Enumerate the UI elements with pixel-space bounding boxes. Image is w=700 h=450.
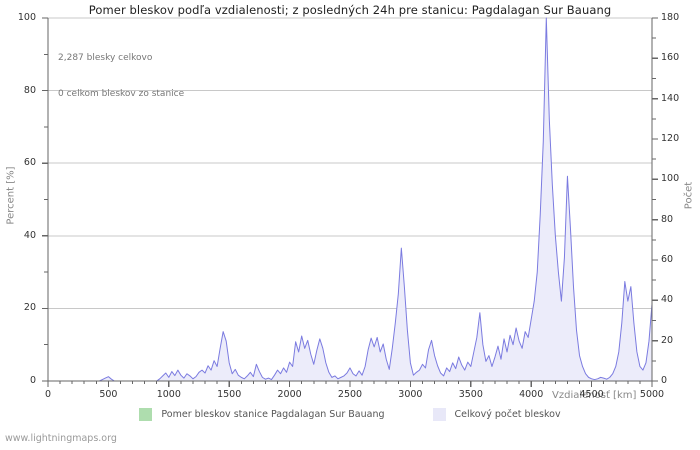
y-tick-right-20: 20	[661, 334, 674, 346]
chart-legend: Pomer bleskov stanice Pagdalagan Sur Bau…	[0, 408, 700, 421]
x-tick-4500: 4500	[579, 389, 604, 400]
y-tick-right-100: 100	[661, 173, 680, 185]
x-tick-2000: 2000	[277, 389, 302, 400]
legend-item-station-ratio: Pomer bleskov stanice Pagdalagan Sur Bau…	[139, 408, 385, 421]
y-tick-left-80: 80	[23, 84, 36, 96]
x-tick-0: 0	[44, 389, 52, 400]
x-tick-1000: 1000	[156, 389, 181, 400]
y-tick-right-120: 120	[661, 133, 680, 144]
legend-label-station-ratio: Pomer bleskov stanice Pagdalagan Sur Bau…	[161, 409, 385, 420]
chart-title: Pomer bleskov podľa vzdialenosti; z posl…	[88, 3, 612, 17]
y-axis-left-title: Percent [%]	[5, 166, 17, 225]
y-tick-left-20: 20	[23, 302, 36, 314]
y-tick-left-100: 100	[17, 12, 36, 23]
y-tick-right-160: 160	[661, 52, 680, 64]
x-axis-title: Vzdialenosť [km]	[552, 390, 637, 401]
x-tick-5000: 5000	[639, 389, 665, 400]
annotation-total-strokes: 2,287 blesky celkovo	[58, 53, 153, 63]
annotation-station-strokes: 0 celkom bleskov zo stanice	[58, 89, 185, 99]
y-tick-right-180: 180	[661, 12, 680, 23]
y-tick-right-140: 140	[661, 92, 680, 104]
x-tick-500: 500	[99, 389, 118, 400]
x-tick-2500: 2500	[337, 389, 363, 400]
legend-swatch-station-ratio	[139, 408, 153, 421]
y-tick-right-0: 0	[661, 375, 668, 386]
y-tick-left-40: 40	[23, 229, 36, 241]
y-tick-right-80: 80	[661, 213, 674, 225]
x-tick-3500: 3500	[458, 389, 483, 400]
x-tick-4000: 4000	[519, 389, 544, 400]
x-tick-1500: 1500	[217, 389, 242, 400]
y-tick-right-60: 60	[661, 254, 674, 265]
y-tick-left-0: 0	[29, 375, 36, 386]
legend-label-total-count: Celkový počet bleskov	[454, 409, 561, 420]
legend-swatch-total-count	[432, 408, 446, 421]
y-tick-left-60: 60	[23, 157, 36, 169]
chart-annotation: 2,287 blesky celkovo 0 celkom bleskov zo…	[58, 28, 184, 124]
footer-watermark: www.lightningmaps.org	[5, 433, 117, 444]
legend-item-total-count: Celkový počet bleskov	[432, 408, 561, 421]
x-tick-3000: 3000	[398, 389, 423, 400]
y-tick-right-40: 40	[661, 294, 674, 306]
